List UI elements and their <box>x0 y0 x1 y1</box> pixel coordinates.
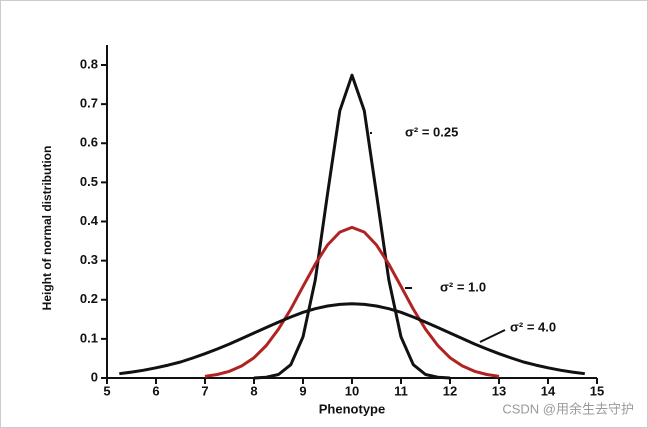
y-tick-label: 0.2 <box>80 291 98 306</box>
series-label: σ² = 4.0 <box>510 319 556 334</box>
y-tick-label: 0.5 <box>80 174 98 189</box>
x-tick-label: 12 <box>443 383 457 398</box>
curve <box>253 73 451 380</box>
label-leader <box>479 329 506 343</box>
y-tick-label: 0 <box>91 369 98 384</box>
curve <box>119 302 585 376</box>
y-tick-label: 0.6 <box>80 135 98 150</box>
x-tick-label: 9 <box>299 383 306 398</box>
y-tick-label: 0.4 <box>80 213 99 228</box>
y-tick-label: 0.3 <box>80 252 98 267</box>
y-tick-label: 0.8 <box>80 56 98 71</box>
y-tick-label: 0.1 <box>80 330 98 345</box>
x-tick-label: 8 <box>250 383 257 398</box>
watermark: CSDN @用余生去守护 <box>502 401 634 416</box>
x-tick-label: 14 <box>541 383 556 398</box>
x-tick-label: 15 <box>590 383 604 398</box>
x-tick-label: 13 <box>492 383 506 398</box>
x-tick-label: 11 <box>394 383 408 398</box>
y-axis-label: Height of normal distribution <box>40 146 54 311</box>
x-tick-label: 7 <box>201 383 208 398</box>
x-tick-label: 10 <box>345 383 359 398</box>
y-tick-label: 0.7 <box>80 96 98 111</box>
x-axis-label: Phenotype <box>319 401 385 416</box>
x-tick-label: 5 <box>103 383 110 398</box>
series-label: σ² = 1.0 <box>440 279 486 294</box>
series-label: σ² = 0.25 <box>405 124 458 139</box>
x-tick-label: 6 <box>152 383 159 398</box>
curve <box>204 225 500 378</box>
